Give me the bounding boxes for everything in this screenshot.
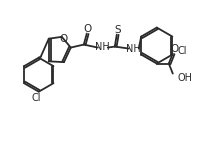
Text: Cl: Cl: [31, 93, 41, 103]
Text: NH: NH: [126, 44, 141, 54]
Text: O: O: [171, 44, 179, 54]
Text: Cl: Cl: [177, 46, 187, 56]
Text: OH: OH: [178, 73, 193, 83]
Text: O: O: [60, 34, 68, 44]
Text: NH: NH: [95, 42, 110, 52]
Text: O: O: [84, 24, 92, 34]
Text: S: S: [114, 25, 121, 35]
